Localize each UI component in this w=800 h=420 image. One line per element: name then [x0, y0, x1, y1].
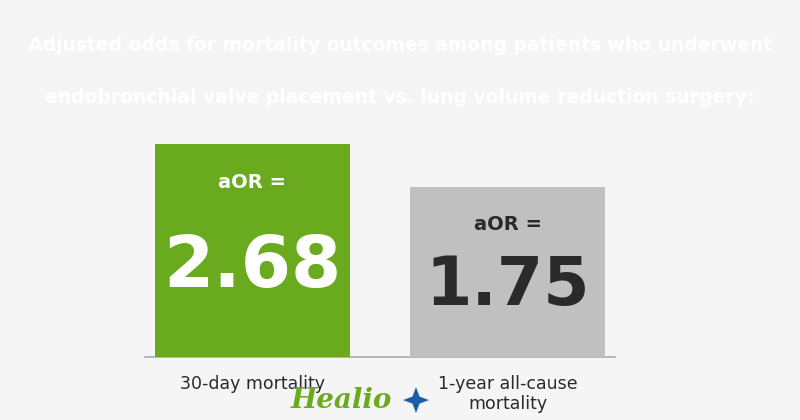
Bar — [155, 144, 350, 357]
Text: aOR =: aOR = — [218, 173, 286, 192]
Polygon shape — [403, 387, 429, 413]
Text: Adjusted odds for mortality outcomes among patients who underwent: Adjusted odds for mortality outcomes amo… — [28, 36, 772, 55]
Bar — [410, 187, 605, 357]
Text: 30-day mortality: 30-day mortality — [180, 375, 325, 393]
Text: aOR =: aOR = — [474, 215, 542, 234]
Text: 1.75: 1.75 — [426, 253, 590, 319]
Text: Healio: Healio — [290, 386, 392, 414]
Text: 2.68: 2.68 — [163, 234, 342, 302]
Text: endobronchial valve placement vs. lung volume reduction surgery:: endobronchial valve placement vs. lung v… — [46, 88, 754, 107]
Text: 1-year all-cause
mortality: 1-year all-cause mortality — [438, 375, 578, 413]
